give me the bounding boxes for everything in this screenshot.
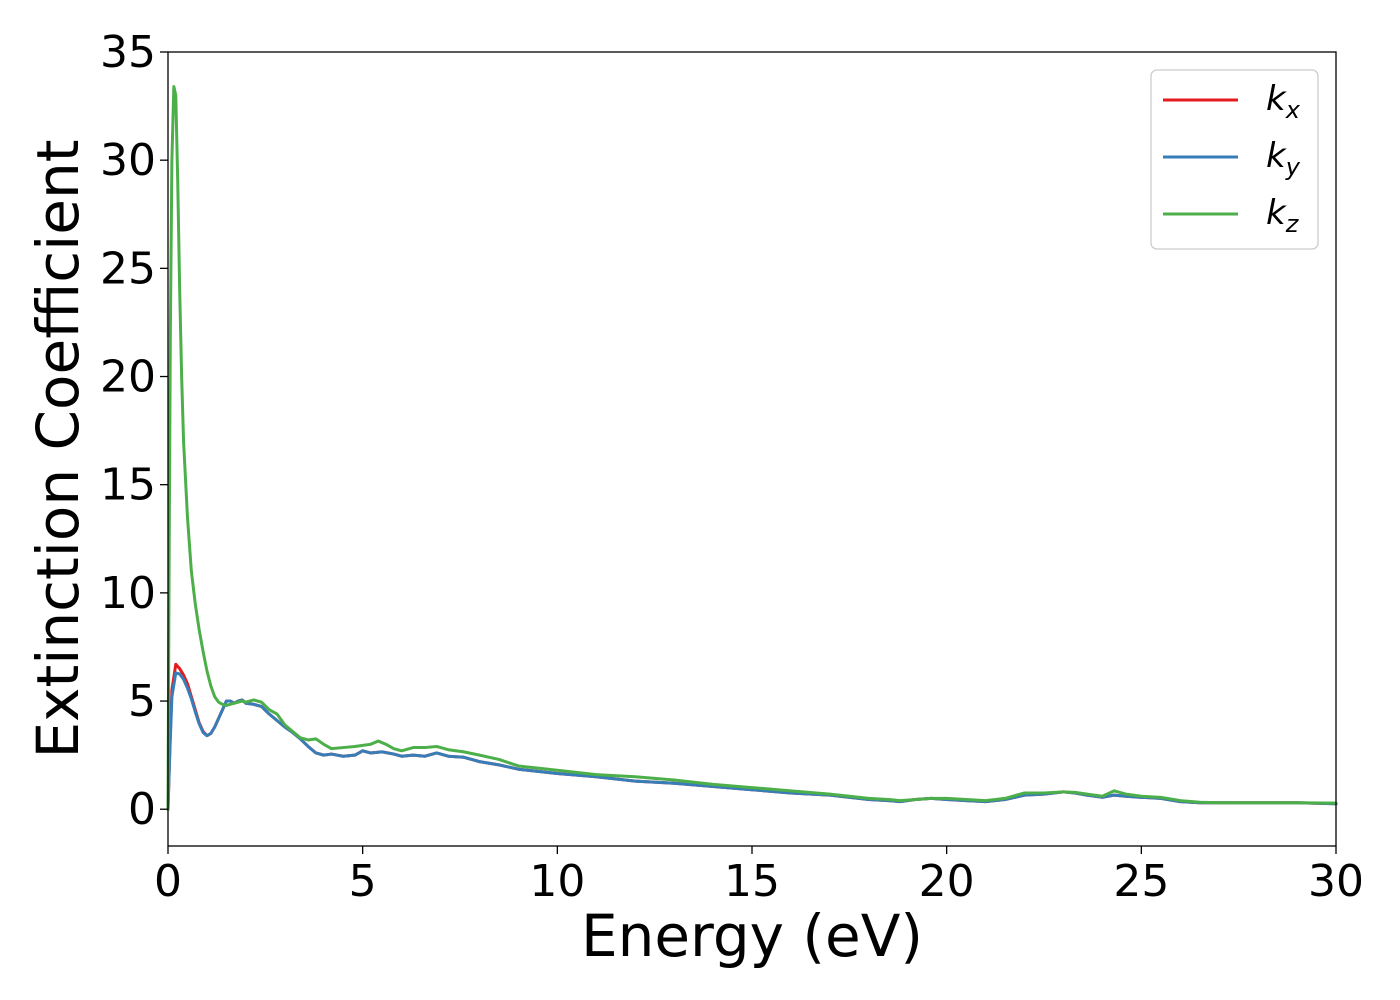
y-tick-label: 20 — [100, 352, 156, 403]
legend-label-kx: kx — [1266, 79, 1301, 124]
x-tick-label: 15 — [724, 856, 780, 907]
legend-box — [1150, 69, 1319, 250]
y-axis-ticks: 0 5 10 15 20 25 30 35 — [100, 27, 168, 835]
x-tick-label: 20 — [919, 856, 975, 907]
series-layer — [166, 85, 1338, 811]
y-tick-label: 35 — [100, 27, 156, 78]
y-tick-label: 0 — [128, 784, 156, 835]
x-tick-label: 25 — [1113, 856, 1169, 907]
x-tick-label: 30 — [1308, 856, 1364, 907]
legend-label-kz: kz — [1266, 193, 1300, 238]
y-tick-label: 10 — [100, 568, 156, 619]
y-tick-label: 30 — [100, 135, 156, 186]
x-tick-label: 0 — [154, 856, 182, 907]
y-axis-title: Extinction Coefficient — [24, 140, 92, 759]
series-line-kz — [166, 85, 1338, 811]
y-tick-label: 5 — [128, 676, 156, 727]
x-tick-label: 5 — [349, 856, 377, 907]
legend: kx ky kz — [1150, 69, 1319, 250]
x-tick-label: 10 — [529, 856, 585, 907]
legend-label-ky: ky — [1266, 136, 1301, 181]
y-tick-label: 15 — [100, 460, 156, 511]
x-axis-title: Energy (eV) — [581, 902, 923, 970]
y-tick-label: 25 — [100, 243, 156, 294]
x-axis-ticks: 0 5 10 15 20 25 30 — [154, 846, 1364, 907]
